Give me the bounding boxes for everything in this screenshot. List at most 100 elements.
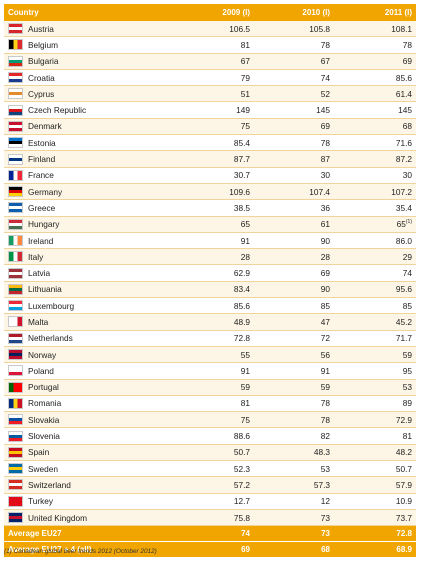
country-cell: Sweden	[4, 460, 184, 478]
value-cell-2011: 35.4	[334, 199, 416, 217]
country-cell: Czech Republic	[4, 101, 184, 119]
value-cell-2009: 87.7	[184, 150, 254, 168]
value-cell-2009: 72.8	[184, 330, 254, 347]
value-cell-2009: 62.9	[184, 264, 254, 282]
flag-icon	[8, 349, 23, 361]
table-row: Finland 87.7 87 87.2	[4, 150, 416, 168]
average-value-2009: 74	[184, 525, 254, 543]
flag-icon	[8, 104, 23, 116]
country-cell: Hungary	[4, 216, 184, 233]
country-cell: Slovakia	[4, 411, 184, 429]
value-cell-2009: 50.7	[184, 444, 254, 462]
flag-icon	[8, 88, 23, 100]
flag-icon	[8, 120, 23, 132]
flag-icon	[8, 169, 23, 181]
value-cell-2010: 85	[254, 297, 334, 315]
value-cell-2011: 59	[334, 346, 416, 364]
value-cell-2011: 73.7	[334, 509, 416, 527]
value-cell-2010: 82	[254, 427, 334, 445]
country-cell: Slovenia	[4, 427, 184, 445]
country-name: Luxembourg	[28, 300, 75, 311]
table-body: Austria 106.5 105.8 108.1 Belgium 81 78 78 Bulga…	[4, 21, 416, 527]
country-name: France	[28, 170, 54, 181]
table-row: Austria 106.5 105.8 108.1	[4, 21, 416, 38]
country-name: Slovakia	[28, 414, 60, 425]
value-cell-2009: 65	[184, 216, 254, 233]
table-row: Croatia 79 74 85.6	[4, 69, 416, 87]
flag-icon	[8, 397, 23, 409]
value-cell-2011: 145	[334, 101, 416, 119]
value-cell-2011: 72.9	[334, 411, 416, 429]
value-cell-2011: 10.9	[334, 493, 416, 510]
value-cell-2009: 51	[184, 85, 254, 103]
value-cell-2009: 75	[184, 118, 254, 136]
table-row: France 30.7 30 30	[4, 167, 416, 184]
value-cell-2010: 52	[254, 85, 334, 103]
country-cell: United Kingdom	[4, 509, 184, 527]
value-cell-2011: 61.4	[334, 85, 416, 103]
value-cell-2010: 72	[254, 330, 334, 347]
flag-icon	[8, 39, 23, 51]
table-row: Poland 91 91 95	[4, 362, 416, 380]
country-cell: Norway	[4, 346, 184, 364]
country-cell: Italy	[4, 248, 184, 266]
country-cell: Germany	[4, 183, 184, 201]
table-row: Slovakia 75 78 72.9	[4, 411, 416, 429]
flag-icon	[8, 137, 23, 149]
value-cell-2009: 88.6	[184, 427, 254, 445]
table-row: Cyprus 51 52 61.4	[4, 85, 416, 103]
value-cell-2010: 59	[254, 379, 334, 396]
value-cell-2011: 45.2	[334, 313, 416, 331]
flag-icon	[8, 316, 23, 328]
country-cell: Estonia	[4, 134, 184, 152]
average-row: Average EU27 + 4 (all) 69 68 68.9	[4, 541, 416, 559]
country-cell: Poland	[4, 362, 184, 380]
footnote-marker: (1)	[405, 219, 412, 226]
country-cell: Greece	[4, 199, 184, 217]
value-cell-2009: 85.4	[184, 134, 254, 152]
value-cell-2009: 55	[184, 346, 254, 364]
country-cell: Romania	[4, 395, 184, 413]
country-name: Poland	[28, 365, 54, 376]
value-cell-2009: 52.3	[184, 460, 254, 478]
value-cell-2011: 74	[334, 264, 416, 282]
country-cell: Belgium	[4, 36, 184, 54]
value-cell-2009: 28	[184, 248, 254, 266]
value-cell-2010: 67	[254, 53, 334, 70]
flag-icon	[8, 218, 23, 230]
table-row: Italy 28 28 29	[4, 248, 416, 266]
average-value-2010: 73	[254, 525, 334, 543]
value-cell-2011: 30	[334, 167, 416, 184]
country-cell: Ireland	[4, 232, 184, 250]
value-cell-2010: 53	[254, 460, 334, 478]
country-cell: Spain	[4, 444, 184, 462]
value-cell-2009: 30.7	[184, 167, 254, 184]
value-cell-2010: 30	[254, 167, 334, 184]
value-cell-2011: 71.7	[334, 330, 416, 347]
country-cell: Turkey	[4, 493, 184, 510]
value-cell-2009: 38.5	[184, 199, 254, 217]
table-row: Greece 38.5 36 35.4	[4, 199, 416, 217]
country-cell: Denmark	[4, 118, 184, 136]
flag-icon	[8, 446, 23, 458]
value-cell-2010: 78	[254, 395, 334, 413]
table-row: Portugal 59 59 53	[4, 379, 416, 396]
country-cell: Latvia	[4, 264, 184, 282]
table-row: Spain 50.7 48.3 48.2	[4, 444, 416, 462]
value-cell-2010: 61	[254, 216, 334, 233]
table-footer: Average EU27 74 73 72.8 Average EU27 + 4 (al…	[4, 525, 416, 559]
country-cell: Finland	[4, 150, 184, 168]
flag-icon	[8, 23, 23, 35]
value-cell-2010: 12	[254, 493, 334, 510]
flag-icon	[8, 414, 23, 426]
country-name: Netherlands	[28, 333, 73, 344]
value-cell-2011: 108.1	[334, 21, 416, 38]
country-name: Cyprus	[28, 88, 55, 99]
value-cell-2010: 78	[254, 411, 334, 429]
country-name: Turkey	[28, 496, 54, 507]
value-cell-2010: 78	[254, 134, 334, 152]
value-cell-2010: 36	[254, 199, 334, 217]
value-cell-2011: 69	[334, 53, 416, 70]
beer-consumption-table-wrapper: Country 2009 (l) 2010 (l) 2011 (l) Austr…	[4, 4, 416, 559]
value-cell-2010: 73	[254, 509, 334, 527]
